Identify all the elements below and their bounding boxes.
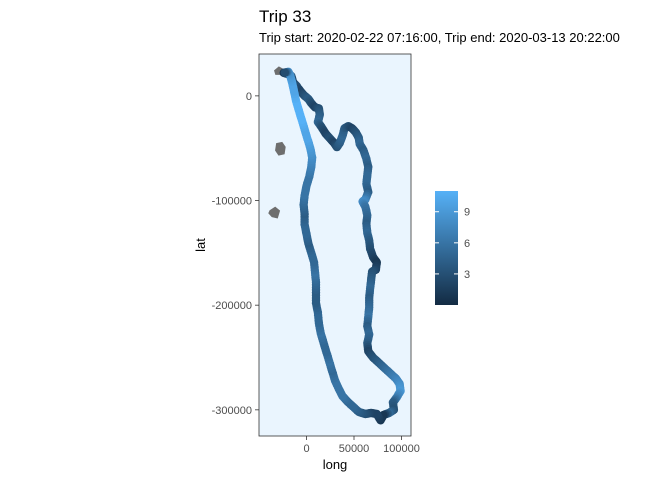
x-tick-label: 100000 xyxy=(383,443,420,455)
chart-subtitle: Trip start: 2020-02-22 07:16:00, Trip en… xyxy=(259,30,620,45)
track-layer xyxy=(279,67,405,425)
land-island xyxy=(275,141,286,156)
color-legend: 3 6 9 xyxy=(435,191,470,305)
y-tick-label: -300000 xyxy=(212,405,252,417)
x-axis: 0 50000 100000 xyxy=(303,436,420,455)
legend-ticks: 3 6 9 xyxy=(435,207,470,281)
legend-tick-label: 9 xyxy=(464,207,470,219)
y-axis-title: lat xyxy=(193,238,208,252)
x-tick-label: 0 xyxy=(303,443,309,455)
y-tick-label: -100000 xyxy=(212,196,252,208)
x-axis-title: long xyxy=(323,457,348,472)
legend-tick-label: 6 xyxy=(464,238,470,250)
legend-tick-label: 3 xyxy=(464,269,470,281)
y-tick-label: 0 xyxy=(246,91,252,103)
track-point xyxy=(280,68,290,77)
y-tick-label: -200000 xyxy=(212,300,252,312)
chart-title: Trip 33 xyxy=(259,7,311,26)
legend-colorbar xyxy=(435,191,458,305)
x-tick-label: 50000 xyxy=(339,443,370,455)
land-island xyxy=(268,206,281,219)
y-axis: 0 -100000 -200000 -300000 xyxy=(212,91,259,417)
